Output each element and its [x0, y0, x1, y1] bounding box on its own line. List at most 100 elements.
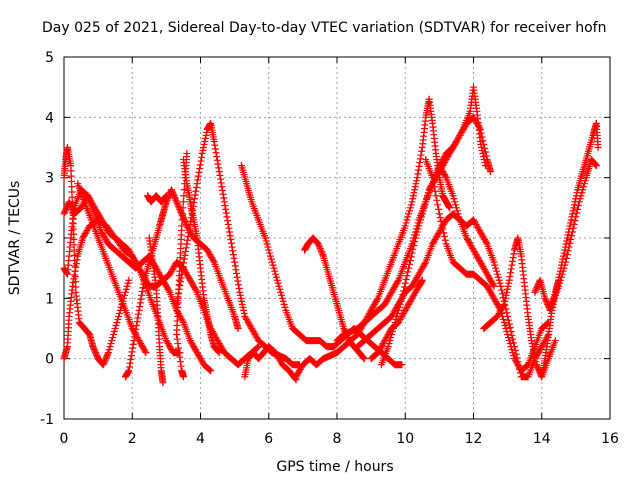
x-axis-label: GPS time / hours — [276, 459, 393, 475]
data-point — [231, 262, 239, 270]
data-point — [220, 198, 228, 206]
data-point — [137, 295, 145, 303]
data-point — [82, 190, 90, 198]
data-point — [128, 252, 136, 260]
data-point — [136, 299, 144, 307]
data-point — [60, 210, 68, 218]
data-point — [130, 255, 138, 263]
data-point — [418, 147, 426, 155]
data-point — [434, 201, 442, 209]
data-point — [402, 275, 410, 283]
data-point — [403, 272, 411, 280]
data-point — [102, 236, 110, 244]
data-point — [126, 359, 134, 367]
data-point — [173, 306, 181, 314]
data-point — [167, 267, 175, 275]
data-point — [72, 263, 80, 271]
data-point — [92, 350, 100, 358]
data-point — [217, 343, 225, 351]
data-point — [136, 303, 144, 311]
data-point — [108, 337, 116, 345]
data-series — [60, 144, 133, 369]
data-point — [222, 205, 230, 213]
data-point — [138, 291, 146, 299]
data-point — [176, 358, 184, 366]
data-point — [414, 170, 422, 178]
data-point — [192, 347, 200, 355]
data-point — [225, 224, 233, 232]
data-marks — [60, 83, 602, 387]
data-point — [67, 202, 75, 210]
data-point — [156, 272, 164, 280]
data-point — [178, 315, 186, 323]
data-point — [432, 192, 440, 200]
data-point — [213, 156, 221, 164]
data-point — [113, 318, 121, 326]
data-point — [435, 205, 443, 213]
data-point — [230, 254, 238, 262]
data-point — [105, 346, 113, 354]
data-point — [197, 157, 205, 165]
data-point — [182, 244, 190, 252]
data-point — [153, 266, 161, 274]
data-point — [216, 171, 224, 179]
data-point — [215, 164, 223, 172]
data-point — [187, 278, 195, 286]
data-point — [98, 229, 106, 237]
data-point — [168, 266, 176, 274]
data-point — [173, 335, 181, 343]
data-point — [198, 358, 206, 366]
data-series — [237, 162, 406, 369]
data-point — [436, 214, 444, 222]
data-point — [140, 280, 148, 288]
data-point — [106, 343, 114, 351]
data-point — [134, 263, 142, 271]
data-point — [160, 278, 168, 286]
data-point — [89, 343, 97, 351]
data-point — [131, 257, 139, 265]
data-point — [191, 284, 199, 292]
data-point — [219, 346, 227, 354]
data-point — [206, 366, 214, 374]
data-point — [123, 282, 131, 290]
data-point — [441, 236, 449, 244]
data-point — [235, 285, 243, 293]
data-point — [104, 349, 112, 357]
data-point — [133, 321, 141, 329]
data-point — [128, 348, 136, 356]
data-point — [61, 208, 69, 216]
data-point — [173, 331, 181, 339]
data-point — [229, 247, 237, 255]
data-point — [414, 166, 422, 174]
data-point — [183, 240, 191, 248]
data-point — [401, 279, 409, 287]
data-point — [62, 205, 70, 213]
data-point — [112, 321, 120, 329]
data-point — [224, 220, 232, 228]
data-point — [196, 353, 204, 361]
data-point — [81, 229, 89, 237]
data-point — [125, 363, 133, 371]
data-point — [122, 285, 130, 293]
data-point — [574, 205, 582, 213]
y-axis-label: SDTVAR / TECUs — [7, 181, 23, 296]
data-point — [231, 258, 239, 266]
data-point — [232, 266, 240, 274]
data-point — [197, 355, 204, 363]
data-point — [93, 352, 101, 360]
data-point — [417, 151, 425, 159]
data-point — [99, 231, 107, 239]
data-point — [90, 346, 98, 354]
data-point — [157, 273, 165, 281]
data-point — [254, 343, 262, 351]
data-point — [79, 234, 87, 242]
data-point — [162, 337, 170, 345]
data-point — [104, 350, 112, 358]
y-tick-label: 4 — [45, 110, 54, 126]
data-point — [133, 318, 141, 326]
data-point — [191, 285, 199, 293]
data-point — [70, 271, 78, 279]
x-tick-label: 16 — [601, 431, 619, 447]
data-point — [226, 232, 234, 240]
